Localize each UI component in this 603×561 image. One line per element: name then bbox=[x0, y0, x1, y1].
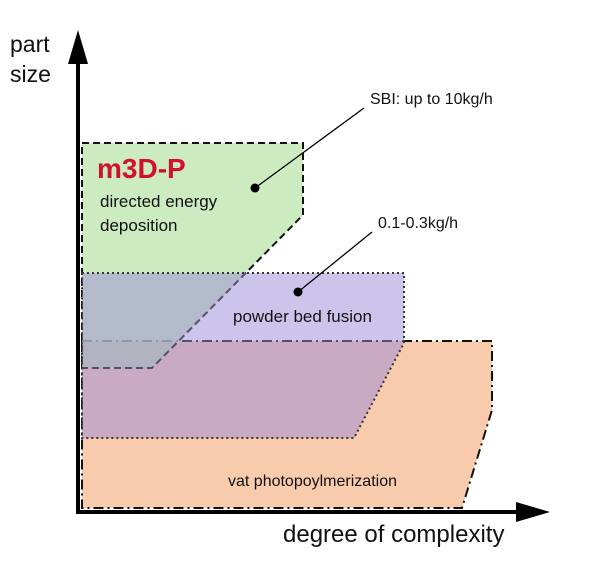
callout-dot bbox=[250, 183, 260, 193]
region-label: directed energy bbox=[100, 192, 218, 211]
x-label: degree of complexity bbox=[283, 521, 504, 548]
logo: m3D-P bbox=[97, 153, 186, 184]
callout-line bbox=[297, 231, 373, 293]
callout-text: 0.1-0.3kg/h bbox=[378, 215, 458, 232]
pbf-region bbox=[81, 272, 405, 439]
callout-line bbox=[254, 107, 365, 189]
callout-text: SBI: up to 10kg/h bbox=[370, 91, 493, 108]
y-arrow bbox=[68, 30, 88, 64]
callout-dot bbox=[293, 287, 303, 297]
y-label: part bbox=[10, 31, 50, 57]
y-label: size bbox=[10, 61, 51, 87]
region-label: powder bed fusion bbox=[233, 307, 372, 326]
region-label: vat photopoylmerization bbox=[228, 473, 397, 490]
x-arrow bbox=[516, 502, 550, 522]
region-label: deposition bbox=[100, 216, 178, 235]
